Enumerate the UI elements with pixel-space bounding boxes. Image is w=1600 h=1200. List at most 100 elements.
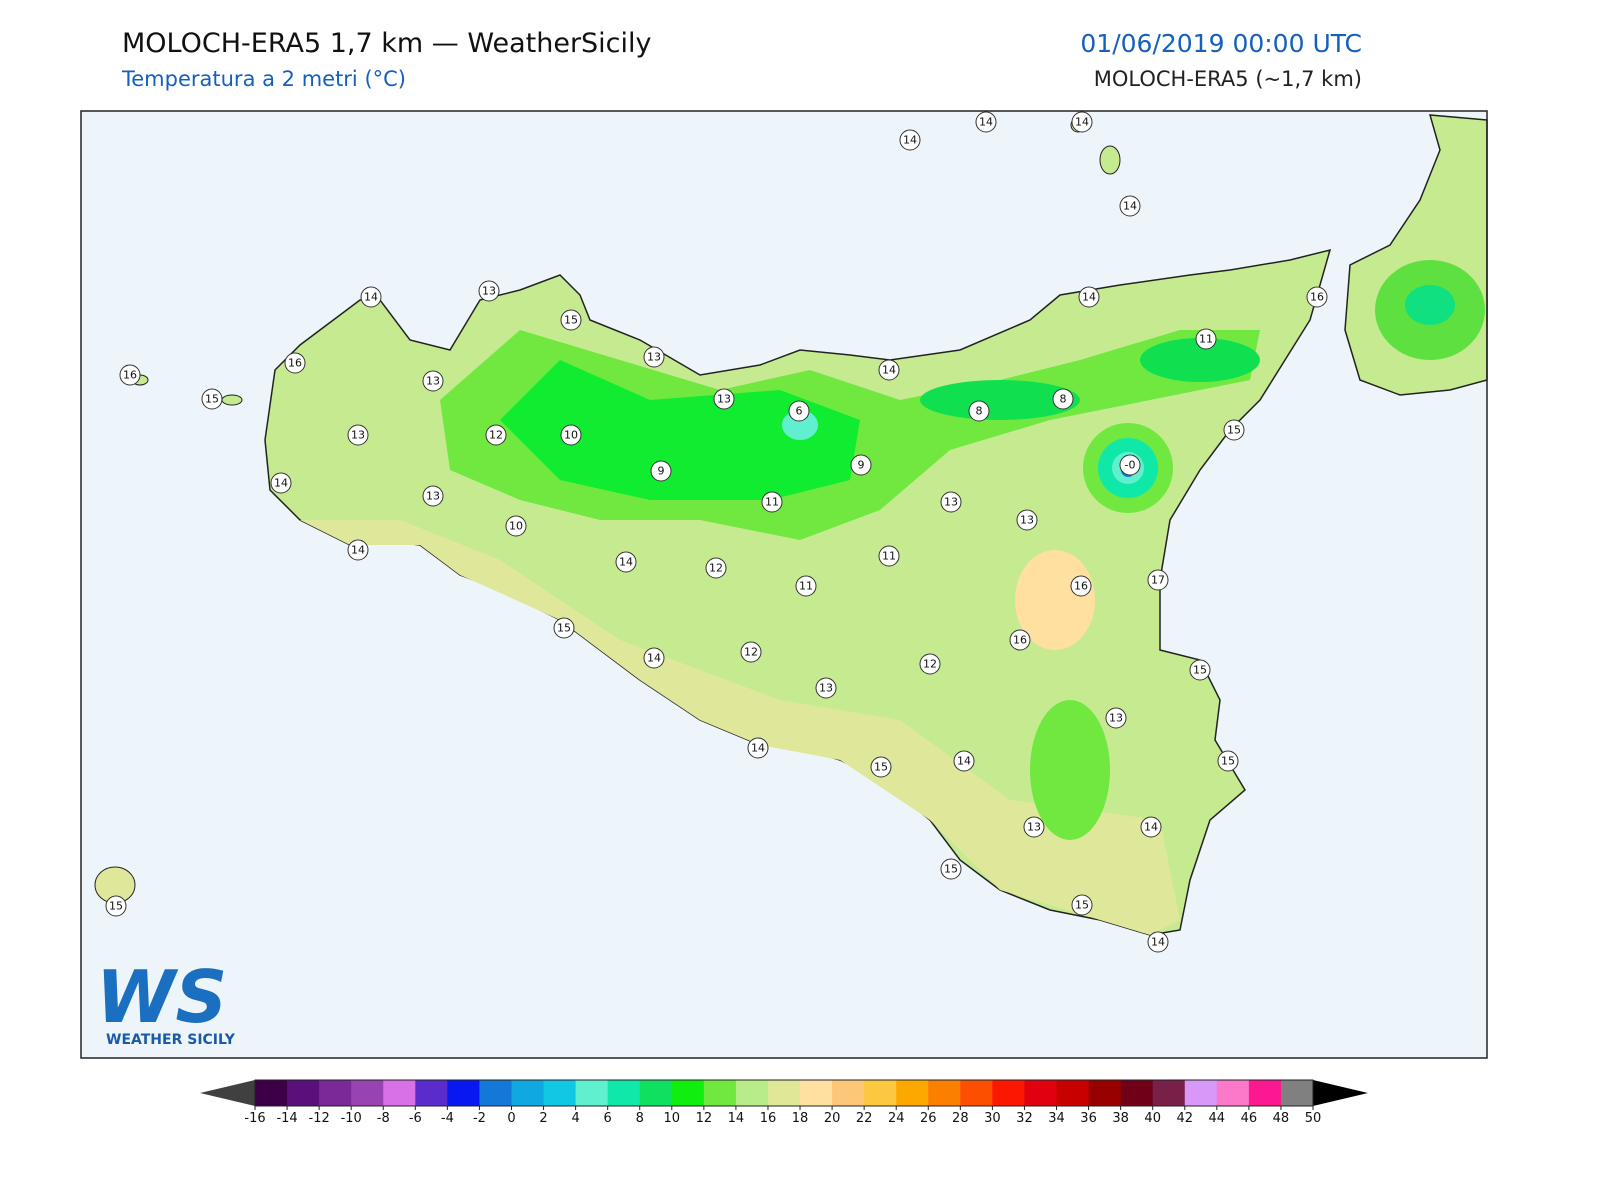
station-value: 11 — [799, 580, 813, 593]
station-value: 15 — [1075, 899, 1089, 912]
station-marker — [485, 424, 507, 446]
colorbar-tick-label: -2 — [473, 1111, 486, 1126]
station-marker — [1078, 286, 1100, 308]
colorbar-tick-label: 10 — [664, 1111, 681, 1126]
colorbar-bin — [1120, 1080, 1154, 1106]
datetime: 01/06/2019 00:00 UTC — [1080, 29, 1362, 58]
station-marker — [1071, 111, 1093, 133]
colorbar-over — [1313, 1080, 1368, 1106]
station-marker — [747, 737, 769, 759]
station-value: 10 — [564, 429, 578, 442]
map-frame — [80, 110, 1488, 1059]
colorbar-tick-label: -6 — [409, 1111, 422, 1126]
colorbar-tick-label: 2 — [539, 1111, 547, 1126]
land-zone — [1140, 338, 1260, 382]
land-zone — [500, 360, 860, 500]
stations: 14 14 14 14 14 13 15 13 16 16 15 13 13 12 10 13 6 14 8 8 14 1… — [105, 111, 1328, 953]
station-marker — [1217, 750, 1239, 772]
station-value: 13 — [1109, 712, 1123, 725]
colorbar-tick-label: 12 — [696, 1111, 713, 1126]
station-value: 17 — [1151, 574, 1165, 587]
colorbar-bin — [607, 1080, 641, 1106]
station-value: 14 — [903, 134, 917, 147]
island — [1099, 145, 1121, 175]
colorbar-tick-label: 28 — [952, 1111, 969, 1126]
colorbar-bin — [864, 1080, 897, 1106]
colorbar-tick-label: 24 — [888, 1111, 905, 1126]
station-value: 13 — [426, 375, 440, 388]
station-marker — [347, 539, 369, 561]
colorbar-bin — [767, 1080, 801, 1106]
station-marker — [1140, 816, 1162, 838]
station-marker — [740, 641, 762, 663]
colorbar-bin — [639, 1080, 673, 1106]
station-marker — [870, 756, 892, 778]
station-value: 12 — [489, 429, 503, 442]
station-marker — [643, 647, 665, 669]
station-value: 13 — [351, 429, 365, 442]
colorbar-bin — [1056, 1080, 1090, 1106]
colorbar-bin — [383, 1080, 416, 1106]
station-value: 15 — [1227, 424, 1241, 437]
station-value: 16 — [288, 357, 302, 370]
station-value: 9 — [858, 459, 865, 472]
station-marker — [1119, 454, 1141, 476]
colorbar-bin — [1248, 1080, 1282, 1106]
station-value: 11 — [1199, 333, 1213, 346]
station-value: 14 — [1144, 821, 1158, 834]
colorbar-bin — [832, 1080, 865, 1106]
station-marker — [422, 485, 444, 507]
station-marker — [1195, 328, 1217, 350]
station-value: 13 — [426, 490, 440, 503]
station-marker — [940, 858, 962, 880]
station-value: 15 — [874, 761, 888, 774]
colorbar-tick-label: 4 — [571, 1111, 579, 1126]
station-value: 12 — [709, 562, 723, 575]
station-marker — [1119, 195, 1141, 217]
station-marker — [1147, 569, 1169, 591]
station-value: 14 — [751, 742, 765, 755]
colorbar-bin — [928, 1080, 961, 1106]
station-value: 16 — [123, 369, 137, 382]
station-marker — [560, 424, 582, 446]
colorbar-tick-label: 16 — [760, 1111, 777, 1126]
station-value: 11 — [882, 550, 896, 563]
station-marker — [975, 111, 997, 133]
colorbar-tick-label: -12 — [309, 1111, 330, 1126]
station-marker — [284, 352, 306, 374]
station-marker — [422, 370, 444, 392]
station-marker — [105, 895, 127, 917]
station-value: 14 — [1123, 200, 1137, 213]
station-marker — [919, 653, 941, 675]
colorbar-tick-label: 42 — [1176, 1111, 1193, 1126]
colorbar-tick-label: -14 — [276, 1111, 297, 1126]
colorbar-tick-label: 6 — [604, 1111, 612, 1126]
land-zone — [1015, 550, 1095, 650]
station-marker — [360, 286, 382, 308]
station-value: 14 — [619, 556, 633, 569]
colorbar-tick-label: 32 — [1016, 1111, 1033, 1126]
colorbar-bin — [287, 1080, 320, 1106]
station-value: 13 — [717, 393, 731, 406]
station-marker — [705, 557, 727, 579]
colorbar-tick-label: 0 — [507, 1111, 515, 1126]
station-marker — [650, 460, 672, 482]
colorbar-under — [200, 1080, 255, 1106]
station-value: 11 — [765, 496, 779, 509]
colorbar-tick-label: 38 — [1112, 1111, 1129, 1126]
station-value: 16 — [1013, 634, 1027, 647]
colorbar: -16 -14 -12 -10 -8 -6 -4 -2 0 2 4 6 8 10 12 14 16 18 20 22 2… — [200, 1079, 1368, 1126]
station-value: 8 — [1060, 393, 1067, 406]
colorbar-bin — [1024, 1080, 1058, 1106]
colorbar-bin — [255, 1080, 288, 1106]
station-value: 14 — [957, 755, 971, 768]
colorbar-tick-label: 14 — [728, 1111, 745, 1126]
land-zone — [920, 380, 1080, 420]
station-marker — [713, 388, 735, 410]
station-value: 16 — [1310, 291, 1324, 304]
station-value: 14 — [647, 652, 661, 665]
station-value: 15 — [557, 622, 571, 635]
station-marker — [1016, 509, 1038, 531]
colorbar-bin — [351, 1080, 384, 1106]
station-value: 14 — [882, 364, 896, 377]
